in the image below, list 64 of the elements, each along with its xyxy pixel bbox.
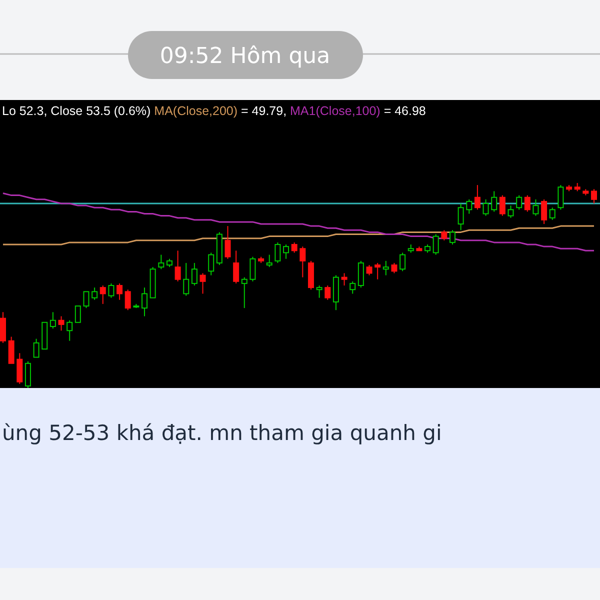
- candlestick: [541, 198, 548, 224]
- candlestick: [224, 226, 231, 260]
- candlestick: [499, 194, 506, 216]
- candlestick: [241, 276, 248, 309]
- candlestick: [350, 280, 356, 294]
- candlestick: [358, 260, 364, 288]
- candlestick: [508, 205, 514, 218]
- candlestick: [142, 287, 148, 317]
- candlestick: [250, 256, 256, 282]
- candlestick: [33, 338, 40, 358]
- candlestick: [391, 262, 398, 274]
- candlestick: [532, 198, 539, 216]
- candlestick: [283, 244, 290, 260]
- candlestick: [16, 352, 23, 384]
- candlestick: [341, 272, 348, 286]
- candlestick: [558, 184, 564, 210]
- candlestick: [516, 194, 522, 210]
- candlestick: [50, 312, 56, 330]
- candlestick: [524, 194, 530, 212]
- chart-title: Lo 52.3, Close 53.5 (0.6%): [2, 104, 151, 118]
- candlestick: [441, 230, 448, 241]
- candlestick: [300, 246, 306, 278]
- candlestick: [266, 254, 272, 268]
- candlestick: [382, 260, 389, 276]
- candlestick: [92, 287, 98, 300]
- candlestick: [449, 230, 456, 245]
- candlestick: [8, 336, 14, 364]
- candlestick: [400, 252, 406, 272]
- candlestick: [183, 262, 190, 296]
- candlestick: [458, 203, 464, 231]
- text: 09:52 Hôm qua: [160, 44, 330, 69]
- candlestick: [58, 316, 64, 332]
- candlestick: [591, 188, 597, 204]
- candlestick: [366, 264, 372, 276]
- text: MA(Close,200): [150, 104, 238, 118]
- text: = 49.79,: [238, 104, 287, 118]
- candlestick: [66, 320, 73, 342]
- candlestick: [474, 184, 480, 210]
- candlestick: [466, 198, 472, 214]
- candlestick: [100, 285, 106, 304]
- candlestick: [124, 289, 131, 311]
- candlestick: [174, 250, 181, 282]
- candlestick: [432, 234, 439, 256]
- candlestick: [274, 242, 281, 264]
- candlestick: [116, 282, 123, 300]
- candlestick: [158, 254, 164, 270]
- candlestick: [549, 207, 556, 220]
- candlestick: [316, 285, 322, 298]
- candlestick: [482, 198, 489, 216]
- candlestick: [291, 242, 298, 254]
- candlestick: [0, 312, 6, 344]
- candlestick: [83, 291, 90, 309]
- candlestick: [491, 190, 498, 212]
- candlestick: [324, 285, 331, 300]
- candlestick: [191, 262, 198, 286]
- candlestick: [108, 282, 114, 298]
- text: MA1(Close,100): [286, 104, 380, 118]
- text: ùng 52-53 khá đạt. mn tham gia quanh gi: [2, 421, 442, 445]
- candlestick: [374, 262, 381, 280]
- candlestick: [74, 306, 81, 323]
- candlestick: [200, 272, 206, 294]
- candlestick: [233, 250, 240, 284]
- text: = 46.98: [380, 104, 426, 118]
- candlestick: [208, 252, 214, 276]
